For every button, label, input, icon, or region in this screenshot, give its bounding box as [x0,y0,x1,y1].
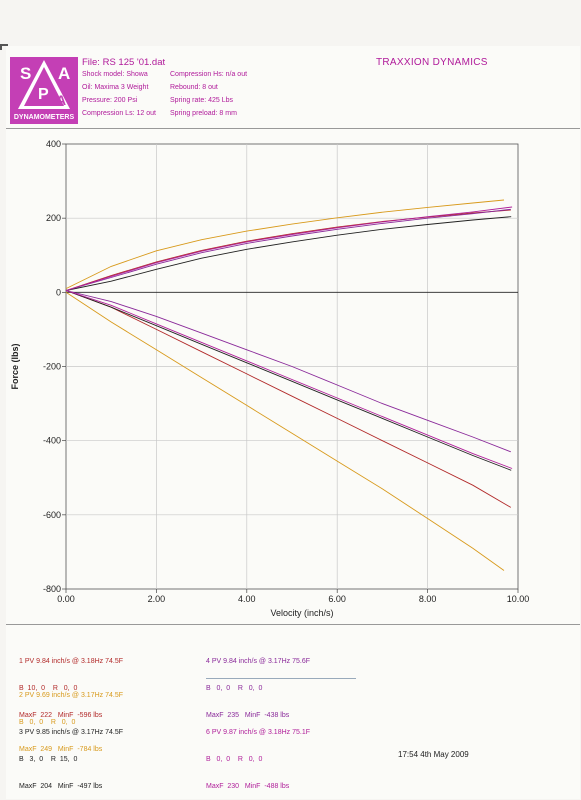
series-3-compression-line [65,216,512,291]
y-tick-label: 0 [56,287,61,297]
compression-hs: Compression Hs: n/a out [170,71,248,78]
oil-type: Oil: Maxima 3 Weight [82,84,149,91]
legend-run-4-line2: B 0, 0 R 0, 0 [206,685,263,692]
legend-run-4: 4 PV 9.84 inch/s @ 3.17Hz 75.6F B 0, 0 R… [206,639,310,729]
series-2-rebound-line [65,291,505,571]
logo-letter-s: S [20,64,31,83]
compression-ls: Compression Ls: 12 out [82,110,156,117]
y-tick-label: -400 [43,436,61,446]
logo-letter-p: P [38,86,49,103]
series-6-rebound-line [65,290,513,469]
spring-rate: Spring rate: 425 Lbs [170,97,234,104]
paper-sheet [6,46,580,799]
rebound: Rebound: 8 out [170,84,218,91]
spring-preload: Spring preload: 8 mm [170,110,237,117]
x-tick-label: 2.00 [148,594,166,604]
y-tick-label: -600 [43,510,61,520]
legend-run-3: 3 PV 9.85 inch/s @ 3.17Hz 74.5F B 3, 0 R… [19,710,123,800]
faded-legend-line [206,678,356,679]
x-tick-label: 8.00 [419,594,437,604]
logo-letter-a1: A [58,64,70,83]
legend-run-6-line3: MaxF 230 MinF -488 lbs [206,783,290,790]
header-divider [6,128,580,129]
series-3-rebound-line [65,290,512,471]
y-tick-label: -800 [43,584,61,594]
legend-run-2-line1: 2 PV 9.69 inch/s @ 3.17Hz 74.5F [19,692,123,699]
series-1-rebound-line [65,290,512,508]
legend-run-3-line1: 3 PV 9.85 inch/s @ 3.17Hz 74.5F [19,729,123,736]
series-4-rebound-line [65,290,511,453]
legend-run-1-line1: 1 PV 9.84 inch/s @ 3.18Hz 74.5F [19,658,123,665]
logo-letter-a2: A [56,92,66,108]
legend-run-2: 2 PV 9.69 inch/s @ 3.17Hz 74.5F B 0, 0 R… [19,673,123,763]
y-tick-label: -200 [43,362,61,372]
series-6-compression-line [65,206,513,291]
x-tick-label: 10.00 [507,594,530,604]
legend-run-4-line1: 4 PV 9.84 inch/s @ 3.17Hz 75.6F [206,658,310,665]
y-axis-label: Force (lbs) [10,343,20,389]
legend-divider [6,624,580,625]
x-tick-label: 0.00 [57,594,75,604]
legend-run-3-line2: B 3, 0 R 15, 0 [19,756,78,763]
legend-run-1-line3: MaxF 222 MinF -596 lbs [19,712,103,719]
legend-run-2-line3: MaxF 249 MinF -784 lbs [19,746,103,753]
force-velocity-chart: 0.00 2.00 4.00 6.00 8.00 10.00 400 200 0 -200 -400… [10,139,530,618]
file-name: File: RS 125 '01.dat [82,57,166,68]
x-axis-label: Velocity (inch/s) [270,608,333,618]
timestamp: 17:54 4th May 2009 [398,750,469,759]
x-tick-label: 6.00 [328,594,346,604]
scan-corner-mark [0,44,8,46]
pressure: Pressure: 200 Psi [82,97,138,104]
series-1-compression-line [65,209,511,291]
legend-run-6: 6 PV 9.87 inch/s @ 3.18Hz 75.1F B 0, 0 R… [206,710,310,800]
legend-run-3-line3: MaxF 204 MinF -497 lbs [19,783,103,790]
company-name: TRAXXION DYNAMICS [376,57,488,68]
sapa-logo: S A P A [10,57,78,112]
scan-edge-mark [0,44,2,50]
y-tick-label: 400 [46,139,61,149]
y-tick-label: 200 [46,213,61,223]
legend-run-2-line2: B 0, 0 R 0, 0 [19,719,76,726]
legend-run-4-line3: MaxF 235 MinF -438 lbs [206,712,290,719]
series-4-compression-line [65,208,511,291]
legend-run-1: 1 PV 9.84 inch/s @ 3.18Hz 74.5F B 10, 0 … [19,639,123,729]
shock-model: Shock model: Showa [82,71,148,78]
legend-run-1-line2: B 10, 0 R 0, 0 [19,685,78,692]
series-2-compression-line [65,199,505,290]
logo-caption: DYNAMOMETERS [10,112,78,124]
x-tick-label: 4.00 [238,594,256,604]
legend-run-6-line1: 6 PV 9.87 inch/s @ 3.18Hz 75.1F [206,729,310,736]
legend-run-6-line2: B 0, 0 R 0, 0 [206,756,263,763]
